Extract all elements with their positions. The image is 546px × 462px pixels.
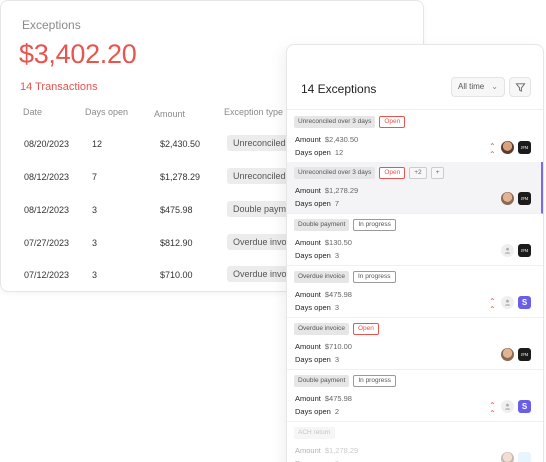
exception-type-tag: Unreconciled over 3 days xyxy=(294,116,376,128)
avatar xyxy=(501,348,514,361)
days-open-value: 3 xyxy=(334,355,340,364)
priority-high-icon: ⌃ ⌃ xyxy=(489,297,496,314)
exception-item[interactable]: Double payment In progress Amount $475.98… xyxy=(287,370,543,422)
status-badge: Open xyxy=(379,167,406,179)
exception-type-tag: Overdue invoice xyxy=(294,323,349,335)
jpm-logo: JPM xyxy=(518,141,531,154)
user-icon xyxy=(501,244,514,257)
col-date[interactable]: Date xyxy=(23,107,43,117)
exception-type-tag: Double payment xyxy=(294,375,350,387)
more-tags-badge[interactable]: +2 xyxy=(409,167,427,179)
summary-total: $3,402.20 xyxy=(19,39,137,69)
days-open-value: 12 xyxy=(334,148,344,157)
exception-item[interactable]: Overdue invoice Open Amount $710.00 Days … xyxy=(287,318,543,370)
table-row[interactable]: 08/12/2023 3 $475.98 Double payment xyxy=(1,201,423,221)
amount-value: $1,278.29 xyxy=(324,186,359,195)
exception-type-tag: Overdue invoice xyxy=(294,271,349,283)
amount-value: $1,278.29 xyxy=(324,446,359,455)
jpm-logo: JPM xyxy=(518,348,531,361)
table-row[interactable]: 07/12/2023 3 $710.00 Overdue invoice xyxy=(1,266,423,286)
avatar xyxy=(501,192,514,205)
days-open-value: 3 xyxy=(334,303,340,312)
status-badge: In progress xyxy=(353,375,396,387)
exception-item[interactable]: Double payment In progress Amount $130.50… xyxy=(287,214,543,266)
filter-button[interactable] xyxy=(509,77,531,97)
table-row[interactable]: 07/27/2023 3 $812.90 Overdue invoice xyxy=(1,234,423,254)
exception-item[interactable]: Overdue invoice In progress Amount $475.9… xyxy=(287,266,543,318)
panel-title: 14 Exceptions xyxy=(301,82,377,96)
exception-item[interactable]: Unreconciled over 3 days Open +2 + Amoun… xyxy=(287,162,543,214)
funnel-icon xyxy=(515,83,526,92)
chevron-down-icon: ⌄ xyxy=(491,82,498,91)
days-open-value: 2 xyxy=(335,459,339,462)
amount-value: $475.98 xyxy=(324,394,352,403)
avatar xyxy=(501,141,514,154)
time-filter-label: All time xyxy=(458,82,485,91)
stripe-logo: S xyxy=(518,400,531,413)
days-open-value: 3 xyxy=(334,251,340,260)
col-days-open[interactable]: Days open xyxy=(85,107,129,117)
exception-type-chip: Overdue invoice xyxy=(227,234,305,250)
exceptions-panel: 14 Exceptions All time ⌄ Unreconciled ov… xyxy=(286,44,544,462)
exception-item[interactable]: Unreconciled over 3 days Open Amount $2,4… xyxy=(287,111,543,163)
avatar xyxy=(501,452,514,462)
amount-value: $130.50 xyxy=(324,238,352,247)
transactions-count: 14 Transactions xyxy=(20,81,98,93)
status-badge: In progress xyxy=(353,219,396,231)
status-badge: In progress xyxy=(352,271,396,283)
bank-logo xyxy=(518,452,531,462)
status-badge: Open xyxy=(352,323,379,335)
exception-type-chip: Overdue invoice xyxy=(227,266,305,282)
exception-type-chip: Unreconciled xyxy=(227,135,292,151)
table-row[interactable]: 08/20/2023 12 $2,430.50 Unreconciled xyxy=(1,135,423,155)
amount-value: $710.00 xyxy=(324,342,352,351)
jpm-logo: JPM xyxy=(518,192,531,205)
exception-type-tag: ACH return xyxy=(294,427,335,439)
user-icon xyxy=(501,400,514,413)
summary-title: Exceptions xyxy=(22,18,81,32)
status-badge: Open xyxy=(379,116,406,128)
exception-type-tag: Double payment xyxy=(294,219,350,231)
stripe-logo: S xyxy=(518,296,531,309)
divider xyxy=(287,109,543,110)
days-open-value: 7 xyxy=(334,199,340,208)
time-filter-dropdown[interactable]: All time ⌄ xyxy=(451,77,505,97)
amount-value: $2,430.50 xyxy=(324,135,359,144)
user-icon xyxy=(501,296,514,309)
priority-high-icon: ⌃ ⌃ xyxy=(489,401,496,418)
days-open-value: 2 xyxy=(334,407,340,416)
col-exception-type[interactable]: Exception type xyxy=(224,107,284,117)
exception-type-tag: Unreconciled over 3 days xyxy=(294,167,376,179)
amount-value: $475.98 xyxy=(324,290,352,299)
exception-type-chip: Double payment xyxy=(227,201,305,217)
col-amount[interactable]: Amount xyxy=(154,109,186,119)
priority-high-icon: ⌃ ⌃ xyxy=(489,142,496,159)
add-tag-button[interactable]: + xyxy=(430,167,445,179)
jpm-logo: JPM xyxy=(518,244,531,257)
